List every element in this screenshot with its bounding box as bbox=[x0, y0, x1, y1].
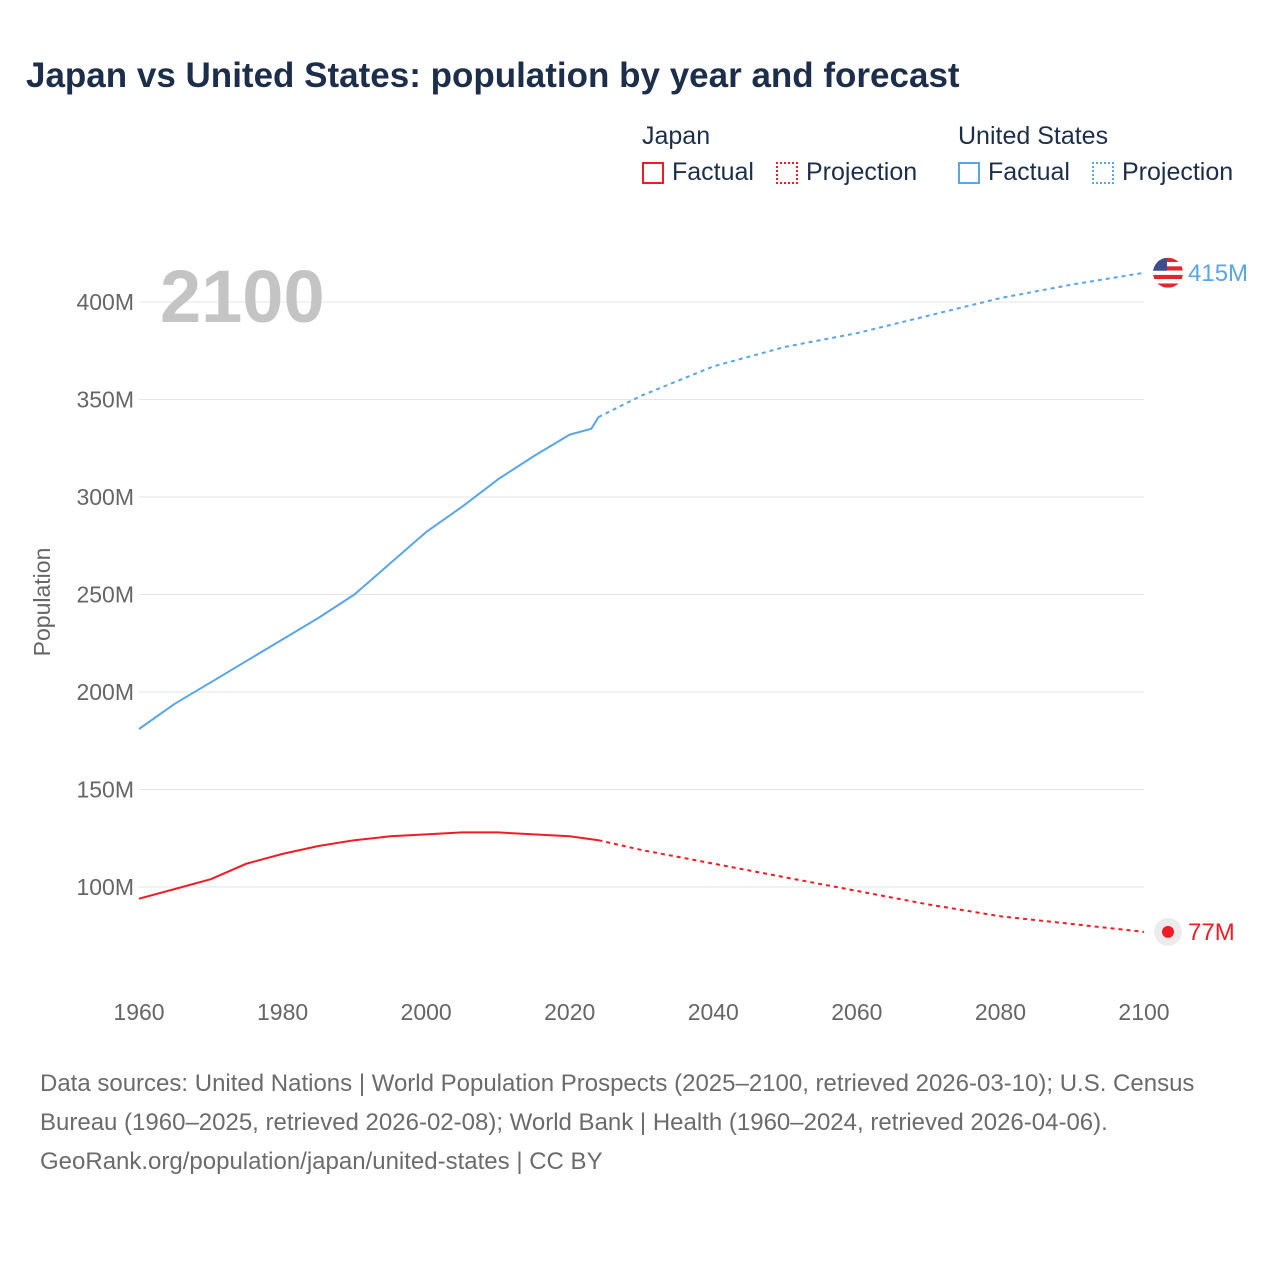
x-tick-label: 1960 bbox=[113, 999, 164, 1025]
japan-flag-dot bbox=[1162, 925, 1174, 938]
y-tick-label: 300M bbox=[76, 484, 134, 510]
series-line-united-states-factual[interactable] bbox=[138, 416, 600, 730]
x-tick-label: 2040 bbox=[688, 999, 739, 1025]
x-tick-label: 1980 bbox=[257, 999, 308, 1025]
legend-label-japan-factual[interactable]: Factual bbox=[672, 158, 754, 186]
y-tick-label: 100M bbox=[76, 874, 134, 900]
x-tick-label: 2000 bbox=[401, 999, 452, 1025]
legend-united-states: United States Factual Projection bbox=[958, 122, 1249, 187]
x-tick-label: 2100 bbox=[1118, 999, 1169, 1025]
y-tick-label: 200M bbox=[76, 679, 134, 705]
legend-swatch-us-projection[interactable] bbox=[1091, 161, 1114, 184]
footer: Data sources: United Nations | World Pop… bbox=[40, 1064, 1230, 1181]
end-value-label: 77M bbox=[1188, 919, 1235, 946]
series-line-japan-projection[interactable] bbox=[598, 839, 1145, 933]
year-label: 2100 bbox=[160, 255, 325, 338]
legend-title-japan: Japan bbox=[642, 122, 711, 150]
end-value-label: 415M bbox=[1188, 260, 1248, 287]
x-tick-label: 2080 bbox=[975, 999, 1026, 1025]
legend-japan: Japan Factual Projection bbox=[642, 122, 933, 187]
y-tick-label: 250M bbox=[76, 582, 134, 608]
legend-title-us: United States bbox=[958, 122, 1109, 150]
legend-swatch-japan-factual[interactable] bbox=[642, 161, 664, 184]
legend-label-japan-projection[interactable]: Projection bbox=[805, 158, 918, 186]
legend-swatch-us-factual[interactable] bbox=[958, 161, 980, 184]
y-tick-label: 400M bbox=[76, 289, 134, 315]
y-axis-label: Population bbox=[29, 548, 55, 657]
legend-label-us-factual[interactable]: Factual bbox=[988, 158, 1070, 186]
series-line-united-states-projection[interactable] bbox=[597, 271, 1145, 418]
x-tick-label: 2060 bbox=[831, 999, 882, 1025]
us-flag-marker bbox=[1153, 257, 1183, 288]
credit-link[interactable]: GeoRank.org/population/japan/united-stat… bbox=[40, 1148, 603, 1175]
data-sources: Data sources: United Nations | World Pop… bbox=[40, 1070, 1195, 1136]
chart-title: Japan vs United States: population by ye… bbox=[26, 56, 960, 95]
y-tick-label: 350M bbox=[76, 387, 134, 413]
y-tick-label: 150M bbox=[76, 777, 134, 803]
series-line-japan-factual[interactable] bbox=[138, 831, 599, 900]
legend-swatch-japan-projection[interactable] bbox=[775, 161, 798, 184]
x-tick-label: 2020 bbox=[544, 999, 595, 1025]
legend-label-us-projection[interactable]: Projection bbox=[1121, 158, 1234, 186]
